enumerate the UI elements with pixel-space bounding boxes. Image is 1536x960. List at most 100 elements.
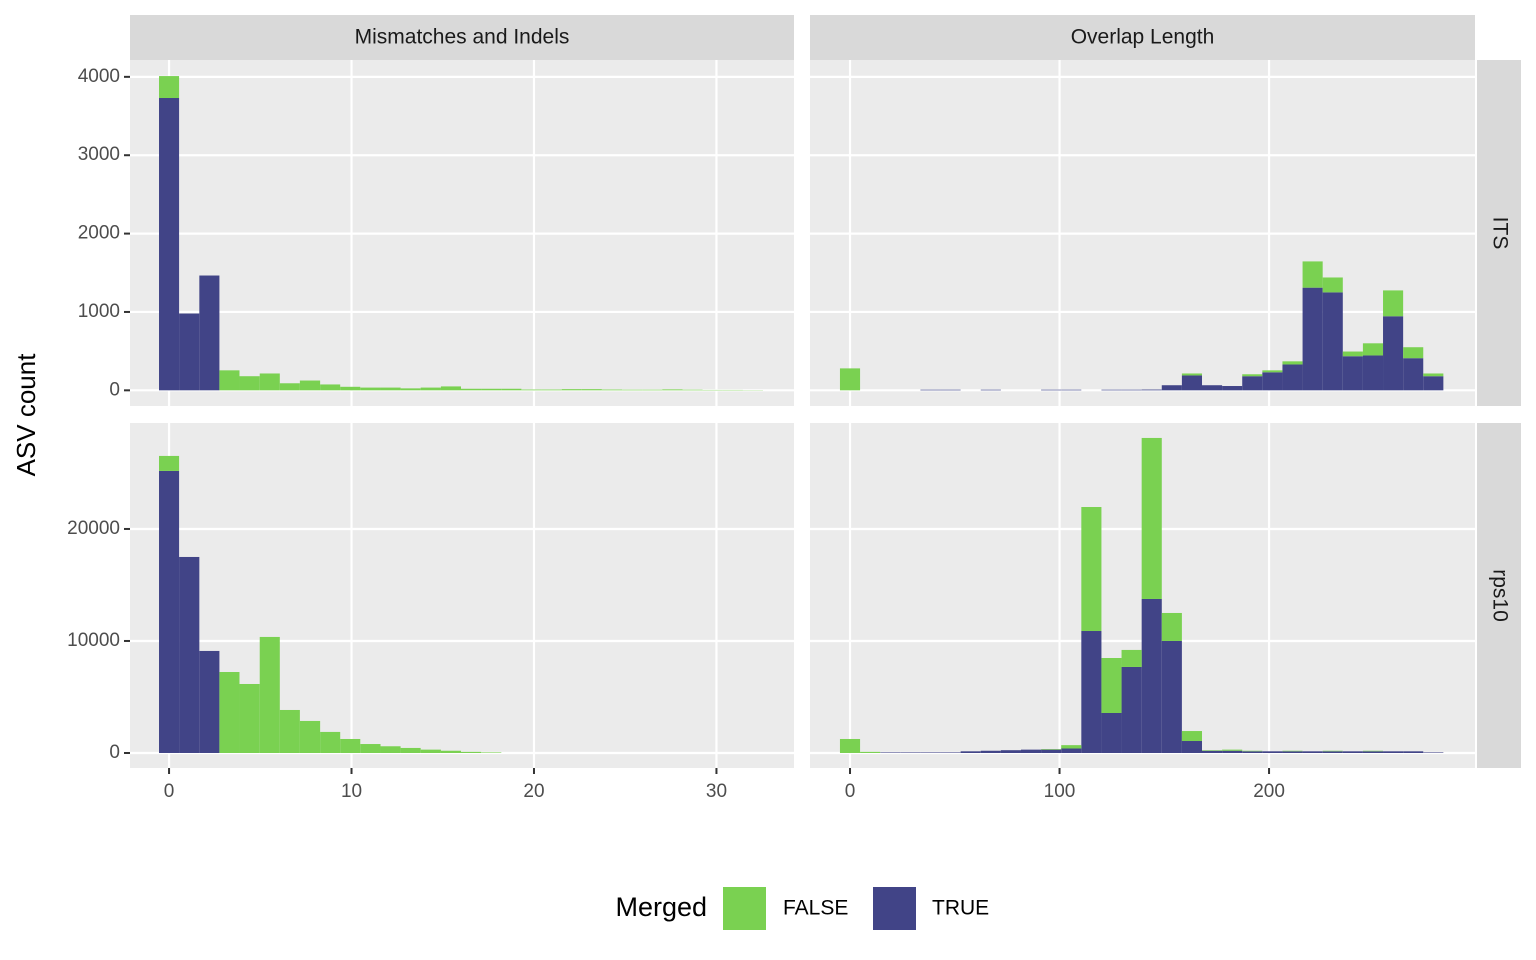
- x-tick-label: 200: [1253, 781, 1285, 802]
- bar: [1342, 356, 1363, 391]
- bar: [1222, 749, 1243, 751]
- bar: [1383, 290, 1404, 317]
- y-tick-label: 4000: [78, 66, 120, 87]
- bar: [1121, 666, 1142, 753]
- bar: [1362, 343, 1384, 356]
- bar: [1081, 507, 1102, 632]
- bar: [1322, 292, 1343, 391]
- bar: [980, 750, 1001, 753]
- bar: [1161, 612, 1182, 641]
- bar: [521, 389, 542, 391]
- bar: [219, 370, 240, 391]
- bar: [1242, 751, 1263, 753]
- bar: [1362, 355, 1384, 391]
- bar: [940, 752, 961, 753]
- bar: [1423, 376, 1444, 391]
- bar: [179, 313, 200, 391]
- bar: [420, 387, 441, 391]
- x-tick-label: 20: [523, 781, 544, 802]
- bar: [1423, 373, 1444, 377]
- bar: [440, 750, 461, 753]
- bar: [400, 388, 421, 391]
- bar: [259, 636, 280, 753]
- bar: [1302, 287, 1323, 391]
- strip-label: ITS: [1488, 217, 1511, 250]
- bar: [1322, 277, 1343, 293]
- bar: [279, 383, 300, 391]
- bar: [1262, 370, 1283, 373]
- bar: [400, 747, 421, 753]
- bar: [199, 275, 220, 391]
- bar: [360, 387, 381, 391]
- bar: [581, 389, 602, 391]
- bar: [1181, 731, 1203, 742]
- bar: [860, 751, 881, 753]
- bar: [1121, 389, 1142, 391]
- bar: [622, 389, 643, 391]
- bar: [179, 556, 200, 753]
- bar: [900, 752, 921, 753]
- bar: [980, 389, 1001, 391]
- bar: [1101, 389, 1122, 391]
- bar: [460, 751, 482, 753]
- bar: [1020, 749, 1042, 753]
- bar: [219, 672, 240, 753]
- strip-label: Mismatches and Indels: [355, 26, 570, 49]
- bar: [239, 376, 260, 391]
- bar: [1242, 376, 1263, 391]
- strip: [1477, 60, 1521, 406]
- bar: [159, 455, 180, 471]
- x-tick-label: 100: [1044, 781, 1076, 802]
- bar: [601, 389, 623, 391]
- y-tick-label: 2000: [78, 223, 120, 244]
- bar: [159, 76, 180, 99]
- bar: [1041, 749, 1062, 753]
- bar: [1121, 649, 1142, 667]
- bar: [1101, 713, 1122, 753]
- bar: [440, 386, 461, 391]
- bar: [541, 389, 562, 391]
- bar: [1362, 750, 1384, 752]
- bar: [1282, 364, 1303, 391]
- bar: [920, 389, 941, 391]
- y-tick-label: 0: [109, 379, 120, 400]
- bar: [1101, 658, 1122, 714]
- bar: [1181, 375, 1203, 391]
- bar: [320, 384, 341, 391]
- y-tick-label: 10000: [67, 630, 120, 651]
- x-tick-label: 0: [845, 781, 856, 802]
- bar: [360, 744, 381, 753]
- bar: [1362, 751, 1384, 753]
- bar: [839, 738, 861, 753]
- x-tick-label: 10: [341, 781, 362, 802]
- bar: [1141, 598, 1162, 753]
- bar: [481, 752, 502, 753]
- legend-label: FALSE: [783, 897, 848, 920]
- strip-label: rps10: [1488, 569, 1511, 622]
- bar: [839, 368, 861, 391]
- bar: [1161, 385, 1182, 391]
- bar: [1061, 389, 1082, 391]
- y-tick-label: 3000: [78, 144, 120, 165]
- bar: [1282, 750, 1303, 752]
- bar: [1202, 750, 1223, 753]
- bar: [380, 387, 401, 391]
- bar: [1222, 386, 1243, 391]
- y-tick-label: 0: [109, 742, 120, 763]
- bar: [880, 752, 901, 753]
- bar: [259, 373, 280, 391]
- legend-label: TRUE: [932, 897, 989, 920]
- strip: [1477, 423, 1521, 768]
- y-tick-label: 1000: [78, 301, 120, 322]
- bar: [1222, 750, 1243, 753]
- bar: [1141, 389, 1162, 391]
- bar: [920, 752, 941, 753]
- y-tick-label: 20000: [67, 518, 120, 539]
- strip: [130, 15, 794, 60]
- bar: [1403, 358, 1424, 391]
- bar: [1061, 748, 1082, 753]
- bar: [340, 386, 361, 391]
- x-tick-label: 30: [706, 781, 727, 802]
- strip: [810, 15, 1475, 60]
